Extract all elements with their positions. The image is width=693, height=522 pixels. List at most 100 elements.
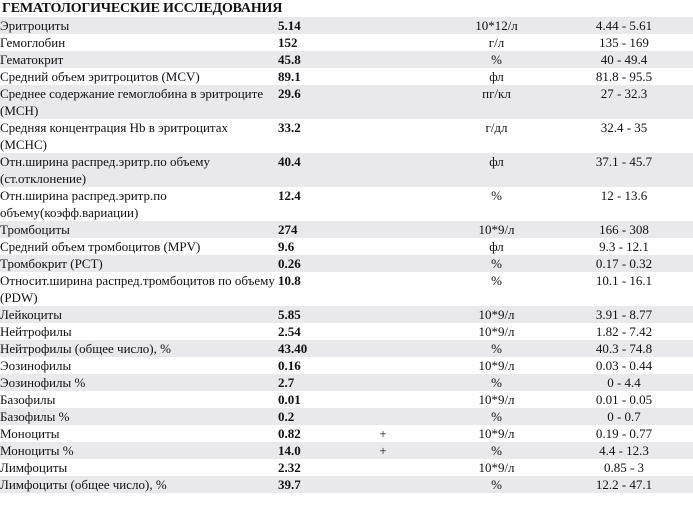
abnormal-flag — [358, 306, 408, 323]
reference-range: 12.2 - 47.1 — [595, 477, 653, 492]
table-row: Моноциты 0.82 +10*9/л 0.19 - 0.77 — [0, 425, 693, 442]
test-unit: % — [491, 188, 502, 203]
test-name: Средняя концентрация Hb в эритроцитах (M… — [0, 120, 229, 152]
test-unit: % — [491, 443, 502, 458]
test-value: 45.8 — [278, 52, 301, 67]
test-name: Лейкоциты — [0, 307, 62, 322]
reference-range: 0 - 4.4 — [607, 375, 641, 390]
test-value: 10.8 — [278, 273, 301, 288]
test-name: Базофилы — [0, 392, 56, 407]
test-unit: г/л — [488, 35, 505, 50]
reference-range: 0 - 0.7 — [607, 409, 641, 424]
test-unit: пг/кл — [482, 86, 511, 101]
abnormal-flag — [358, 357, 408, 374]
abnormal-flag — [358, 459, 408, 476]
test-value: 5.85 — [278, 307, 301, 322]
test-name: Гемоглобин — [0, 35, 66, 50]
test-name: Эозинофилы — [0, 358, 72, 373]
abnormal-flag — [358, 119, 408, 153]
reference-range: 37.1 - 45.7 — [595, 154, 653, 169]
reference-range: 40 - 49.4 — [600, 52, 648, 67]
test-value: 14.0 — [278, 443, 301, 458]
test-unit: 10*9/л — [478, 392, 515, 407]
reference-range: 0.03 - 0.44 — [595, 358, 653, 373]
test-value: 33.2 — [278, 120, 301, 135]
table-row: Лимфоциты (общее число), % 39.7% 12.2 - 47… — [0, 476, 693, 493]
table-row: Относит.ширина распред.тромбоцитов по об… — [0, 272, 693, 306]
table-row: Лейкоциты 5.85 10*9/л 3.91 - 8.77 — [0, 306, 693, 323]
test-value: 0.26 — [278, 256, 301, 271]
test-unit: 10*9/л — [478, 358, 515, 373]
table-row: Тромбокрит (PCT) 0.26% 0.17 - 0.32 — [0, 255, 693, 272]
table-row: Средняя концентрация Hb в эритроцитах (M… — [0, 119, 693, 153]
abnormal-flag — [358, 51, 408, 68]
test-unit: 10*12/л — [475, 18, 518, 33]
test-name: Относит.ширина распред.тромбоцитов по об… — [0, 273, 275, 305]
test-value: 12.4 — [278, 188, 301, 203]
test-value: 29.6 — [278, 86, 301, 101]
abnormal-flag: + — [379, 443, 387, 458]
table-row: Базофилы % 0.2% 0 - 0.7 — [0, 408, 693, 425]
table-row: Нейтрофилы (общее число), % 43.40% 40.3 - … — [0, 340, 693, 357]
table-row: Базофилы 0.01 10*9/л 0.01 - 0.05 — [0, 391, 693, 408]
test-value: 0.16 — [278, 358, 301, 373]
table-row: Моноциты % 14.0 +% 4.4 - 12.3 — [0, 442, 693, 459]
test-value: 2.54 — [278, 324, 301, 339]
abnormal-flag — [358, 374, 408, 391]
abnormal-flag — [358, 340, 408, 357]
table-row: Лимфоциты 2.32 10*9/л 0.85 - 3 — [0, 459, 693, 476]
table-row: Эозинофилы % 2.7% 0 - 4.4 — [0, 374, 693, 391]
test-value: 40.4 — [278, 154, 301, 169]
test-value: 0.2 — [278, 409, 295, 424]
test-name: Тромбокрит (PCT) — [0, 256, 103, 271]
results-table: Эритроциты 5.14 10*12/л 4.44 - 5.61 Гемоглоб… — [0, 17, 693, 493]
test-value: 5.14 — [278, 18, 301, 33]
test-unit: г/дл — [485, 120, 508, 135]
test-name: Средний объем эритроцитов (MCV) — [0, 69, 200, 84]
abnormal-flag — [358, 187, 408, 221]
test-unit: 10*9/л — [478, 222, 515, 237]
reference-range: 166 - 308 — [599, 222, 649, 237]
reference-range: 3.91 - 8.77 — [595, 307, 653, 322]
reference-range: 27 - 32.3 — [600, 86, 648, 101]
test-name: Эозинофилы % — [0, 375, 86, 390]
test-unit: фл — [489, 239, 504, 254]
test-unit: 10*9/л — [478, 460, 515, 475]
abnormal-flag — [358, 391, 408, 408]
abnormal-flag — [358, 221, 408, 238]
table-row: Тромбоциты 274 10*9/л 166 - 308 — [0, 221, 693, 238]
reference-range: 0.85 - 3 — [603, 460, 645, 475]
abnormal-flag — [358, 85, 408, 119]
reference-range: 4.44 - 5.61 — [595, 18, 653, 33]
test-name: Отн.ширина распред.эритр.по объему (ст.о… — [0, 154, 210, 186]
test-name: Нейтрофилы — [0, 324, 72, 339]
test-unit: 10*9/л — [478, 426, 515, 441]
abnormal-flag — [358, 68, 408, 85]
abnormal-flag — [358, 17, 408, 34]
reference-range: 1.82 - 7.42 — [595, 324, 653, 339]
test-value: 0.01 — [278, 392, 301, 407]
reference-range: 81.8 - 95.5 — [595, 69, 653, 84]
table-row: Гематокрит 45.8% 40 - 49.4 — [0, 51, 693, 68]
test-name: Лимфоциты — [0, 460, 68, 475]
test-name: Отн.ширина распред.эритр.по объему(коэфф… — [0, 188, 167, 220]
test-name: Гематокрит — [0, 52, 64, 67]
test-unit: фл — [489, 154, 504, 169]
abnormal-flag — [358, 153, 408, 187]
reference-range: 0.01 - 0.05 — [595, 392, 653, 407]
reference-range: 9.3 - 12.1 — [599, 239, 649, 254]
reference-range: 32.4 - 35 — [600, 120, 648, 135]
test-name: Средний объем тромбоцитов (MPV) — [0, 239, 201, 254]
test-unit: % — [491, 273, 502, 288]
reference-range: 12 - 13.6 — [600, 188, 648, 203]
table-row: Средний объем эритроцитов (MCV) 89.1 фл 81.… — [0, 68, 693, 85]
abnormal-flag — [358, 238, 408, 255]
table-row: Отн.ширина распред.эритр.по объему (ст.о… — [0, 153, 693, 187]
abnormal-flag — [358, 255, 408, 272]
test-name: Лимфоциты (общее число), % — [0, 477, 167, 492]
abnormal-flag — [358, 323, 408, 340]
reference-range: 0.19 - 0.77 — [595, 426, 653, 441]
reference-range: 4.4 - 12.3 — [599, 443, 649, 458]
test-unit: фл — [489, 69, 504, 84]
test-value: 39.7 — [278, 477, 301, 492]
